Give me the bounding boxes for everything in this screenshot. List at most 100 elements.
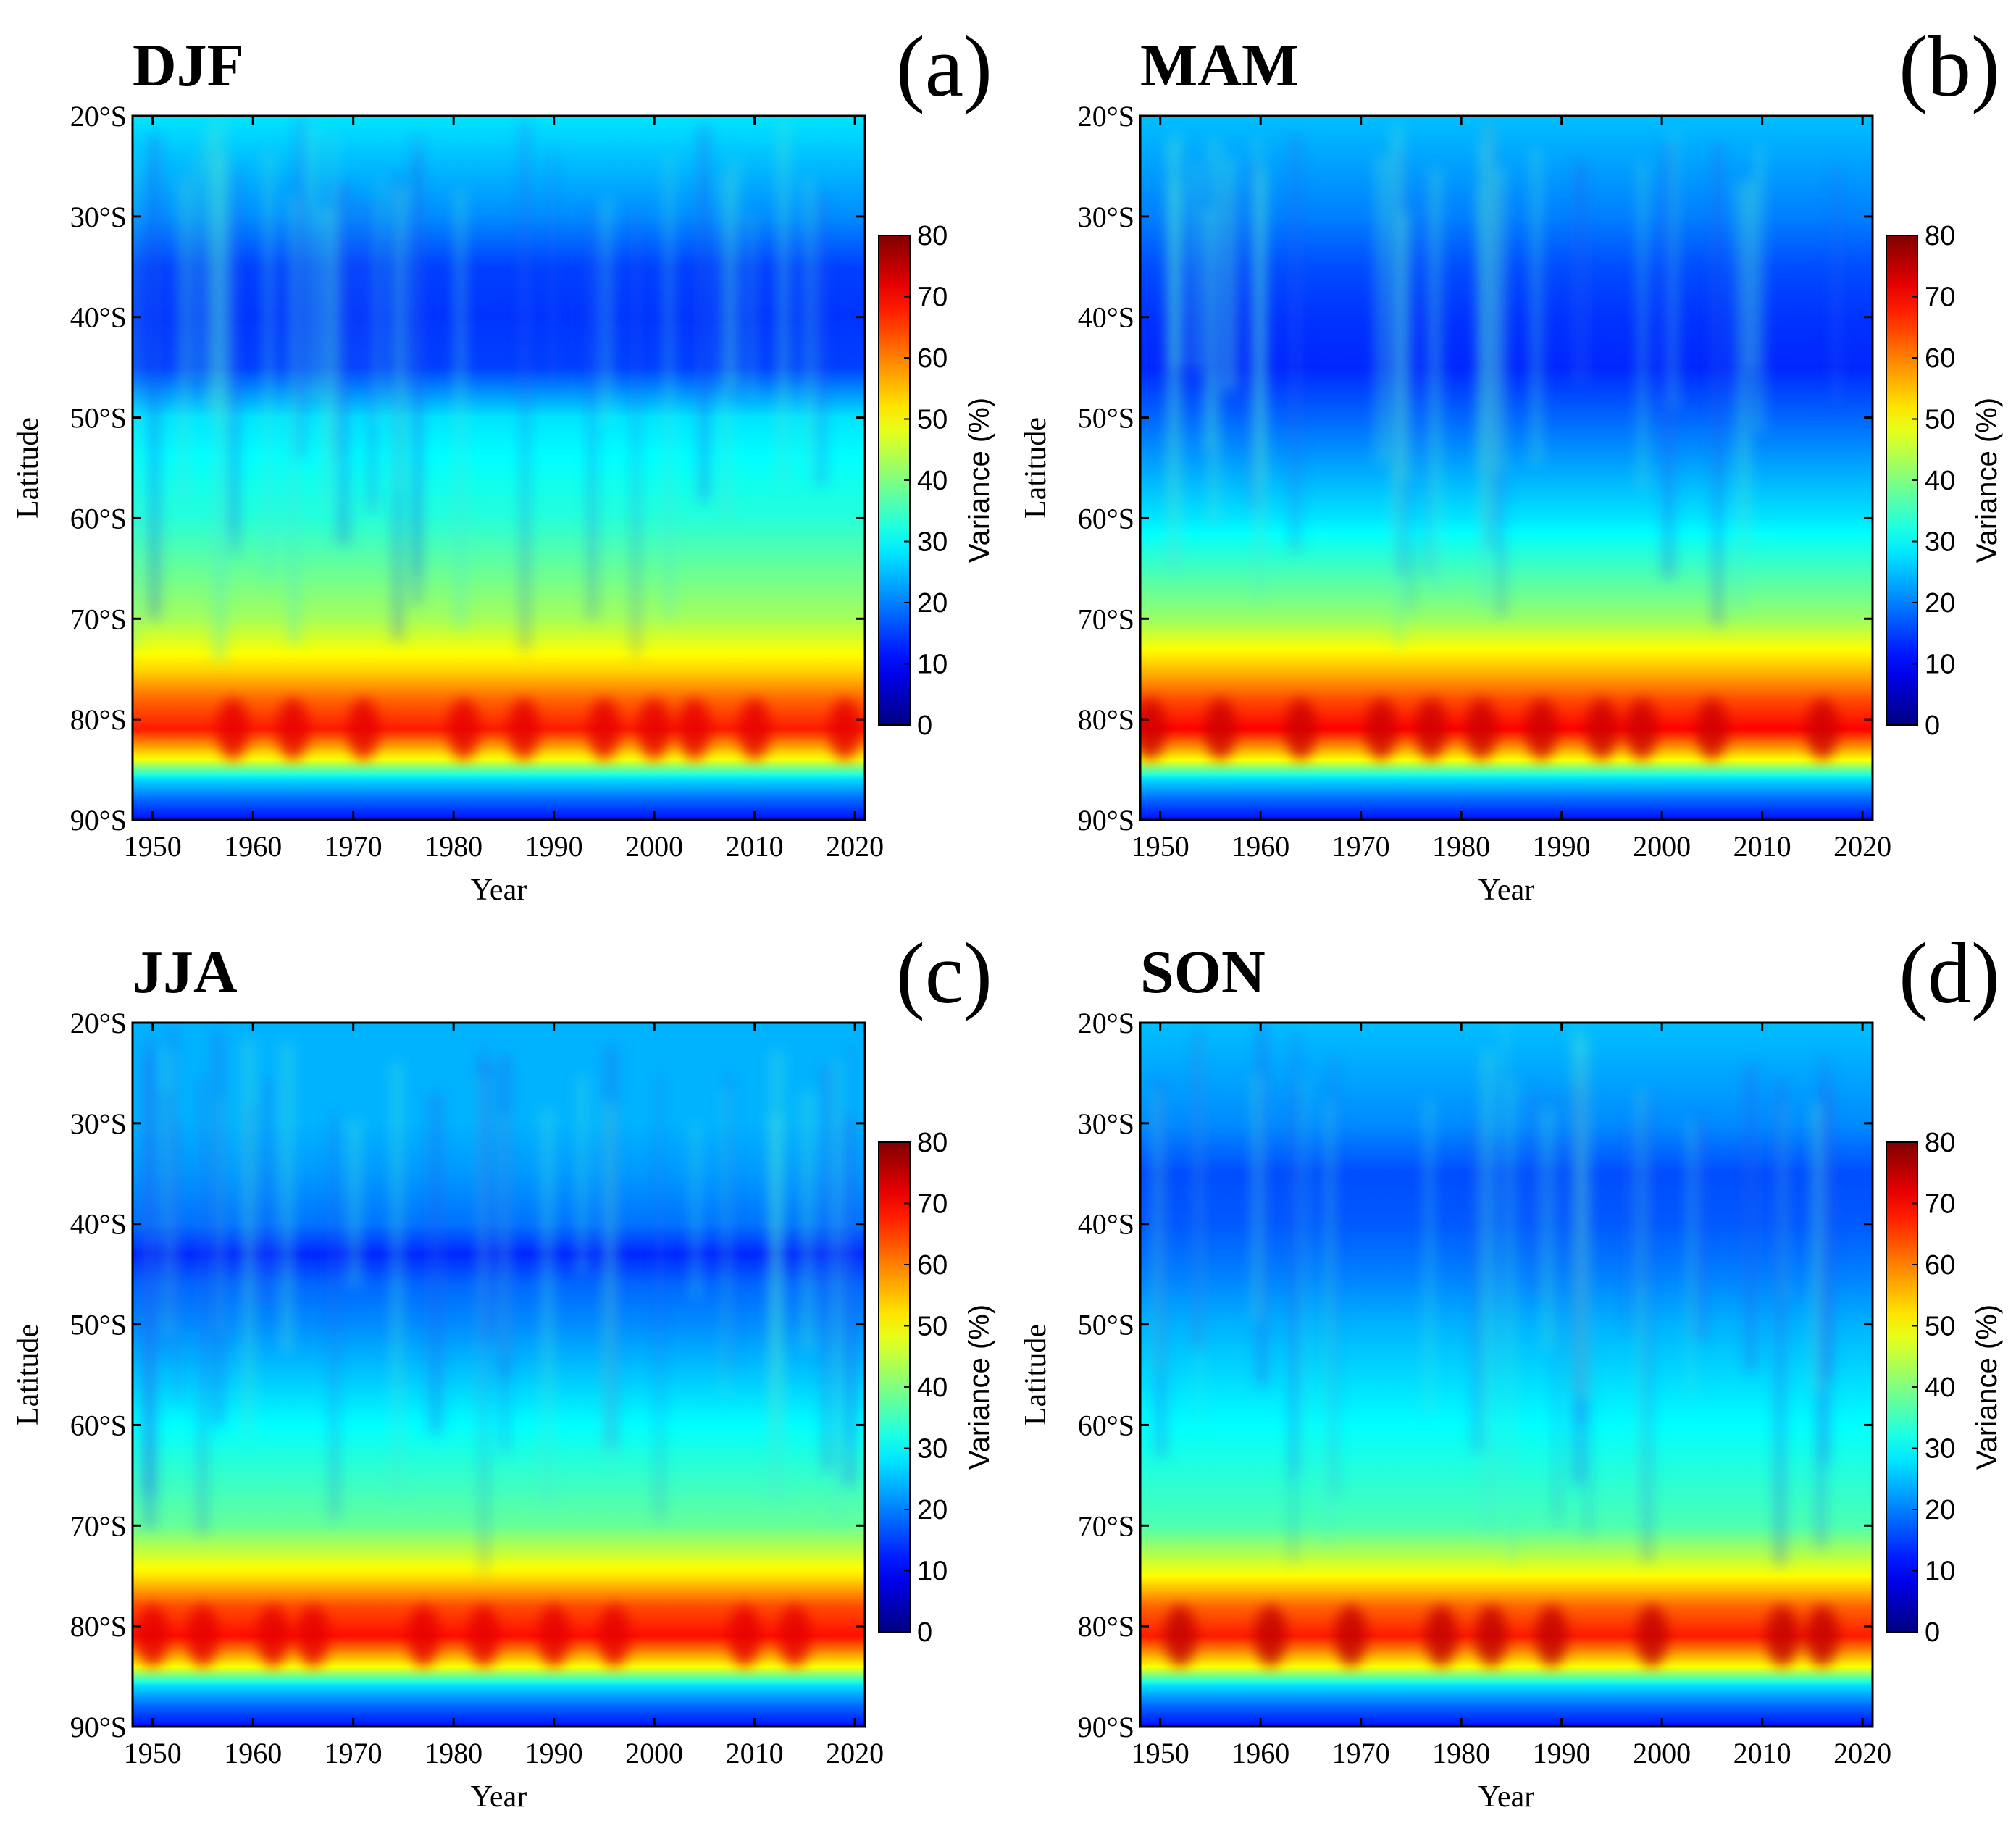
x-tick-label: 1980: [424, 1737, 482, 1769]
x-tick-label: 2010: [726, 1737, 784, 1769]
streak-mark: [356, 199, 362, 377]
streak-mark: [1755, 146, 1765, 432]
streak-mark: [1693, 1115, 1707, 1341]
x-tick-label: 1950: [124, 1737, 182, 1769]
plot-frame: [1139, 114, 1874, 821]
peak-blob: [1334, 1606, 1367, 1667]
peak-blob: [728, 1606, 761, 1667]
streak-mark: [691, 1122, 700, 1300]
streak-mark: [816, 194, 827, 485]
season-title: SON: [1140, 939, 1266, 1006]
peak-blob: [297, 1606, 330, 1667]
streak-mark: [480, 1042, 488, 1573]
streak-mark: [1712, 142, 1723, 626]
streak-mark: [603, 1104, 616, 1461]
y-tick-label: 70°S: [70, 603, 127, 635]
x-tick-label: 1960: [1231, 830, 1289, 863]
streak-mark: [1192, 1029, 1203, 1350]
y-tick-label: 30°S: [70, 201, 127, 233]
colorbar-tick-label: 0: [1925, 1617, 1940, 1648]
colorbar-tick-label: 70: [917, 282, 948, 313]
streak-mark: [454, 190, 467, 629]
streak-mark: [192, 156, 199, 380]
streak-mark: [390, 1062, 403, 1494]
season-title: JJA: [133, 939, 238, 1006]
heatmap-svg: 1950 1960 1970 1980 1990 2000 2010 202020°S30°S…: [12, 18, 995, 907]
streak-mark: [1221, 157, 1237, 393]
streak-mark: [729, 158, 740, 390]
colorbar-tick-label: 0: [1925, 711, 1940, 741]
peak-blob: [1140, 699, 1166, 761]
panel-jja: 1950 1960 1970 1980 1990 2000 2010 2020 20°S 30°S…: [0, 907, 1008, 1814]
colorbar-tick-label: 10: [1925, 1557, 1955, 1587]
streak-mark: [749, 214, 756, 399]
y-tick-label: 50°S: [1078, 1309, 1134, 1341]
streak-mark: [1542, 1109, 1552, 1349]
y-tick-label: 90°S: [1078, 1711, 1134, 1743]
panel-djf: 1950 1960 1970 1980 1990 2000 2010 2020 20°S 30°S…: [0, 0, 1008, 907]
streak-mark: [1671, 127, 1678, 408]
streak-mark: [264, 1078, 273, 1306]
streak-mark: [1331, 1054, 1337, 1498]
streak-mark: [212, 119, 227, 661]
peak-blob: [1255, 1606, 1287, 1667]
streak-mark: [777, 122, 791, 487]
streak-mark: [203, 127, 214, 413]
panel-mam: 1950 1960 1970 1980 1990 2000 2010 2020 20°S 30°S…: [1008, 0, 2015, 907]
colorbar-tick-label: 50: [1925, 1312, 1955, 1342]
y-tick-label: 90°S: [70, 804, 127, 837]
heatmap-field: [1140, 1023, 1873, 1727]
colorbar-tick-label: 50: [917, 405, 948, 435]
plot-frame: [131, 114, 866, 821]
streak-mark: [1509, 1077, 1515, 1565]
y-tick-label: 40°S: [70, 1208, 127, 1241]
y-tick-label: 20°S: [1078, 100, 1134, 133]
streak-mark: [698, 125, 711, 502]
streak-mark: [1302, 1079, 1308, 1477]
x-axis-label: Year: [1478, 1780, 1534, 1814]
streak-mark: [1749, 173, 1756, 371]
colorbar-tick-label: 70: [1925, 282, 1955, 313]
y-tick-label: 50°S: [1078, 402, 1134, 435]
colorbar-tick-label: 30: [1925, 1434, 1955, 1465]
variability-streaks: [143, 1023, 856, 1573]
streak-mark: [1810, 1103, 1822, 1393]
streak-mark: [632, 206, 640, 656]
streak-mark: [168, 1023, 177, 1315]
streak-mark: [1576, 1038, 1590, 1399]
streak-mark: [264, 151, 274, 582]
streak-mark: [1626, 1120, 1634, 1333]
y-axis-label: Latitude: [12, 417, 45, 519]
streak-mark: [163, 1090, 169, 1354]
streak-mark: [1643, 1092, 1652, 1563]
streak-mark: [1482, 122, 1496, 547]
plot-frame: [131, 1021, 866, 1728]
colorbar-tick-label: 30: [917, 527, 948, 558]
streak-mark: [800, 1091, 814, 1350]
colorbar-tick-label: 80: [1925, 221, 1955, 251]
x-tick-label: 1970: [1332, 1737, 1390, 1769]
colorbar-tick-label: 0: [917, 711, 932, 741]
streak-mark: [428, 1092, 443, 1435]
colorbar-tick-label: 10: [917, 650, 948, 680]
streak-mark: [803, 176, 813, 471]
colorbar-tick-label: 20: [917, 588, 948, 619]
y-tick-label: 20°S: [70, 100, 127, 133]
peak-blob: [347, 699, 380, 761]
panel-label: (d): [1899, 925, 2000, 1021]
peak-blob: [407, 1606, 440, 1667]
streak-mark: [726, 1073, 733, 1375]
streak-mark: [1574, 161, 1588, 386]
streak-mark: [722, 1089, 728, 1399]
streak-mark: [336, 183, 351, 545]
y-axis-label: Latitude: [1019, 417, 1053, 519]
streak-mark: [1481, 1050, 1495, 1534]
colorbar-label: Variance (%): [1971, 1304, 2003, 1470]
colorbar-tick-label: 30: [917, 1434, 948, 1465]
y-tick-label: 70°S: [1078, 603, 1134, 635]
heatmap-svg: 1950 1960 1970 1980 1990 2000 2010 202020°S30°S…: [1019, 925, 2003, 1814]
streak-mark: [1555, 1089, 1560, 1524]
streak-mark: [1494, 167, 1506, 472]
colorbar-tick-label: 60: [917, 1250, 948, 1281]
y-tick-label: 70°S: [1078, 1509, 1134, 1542]
